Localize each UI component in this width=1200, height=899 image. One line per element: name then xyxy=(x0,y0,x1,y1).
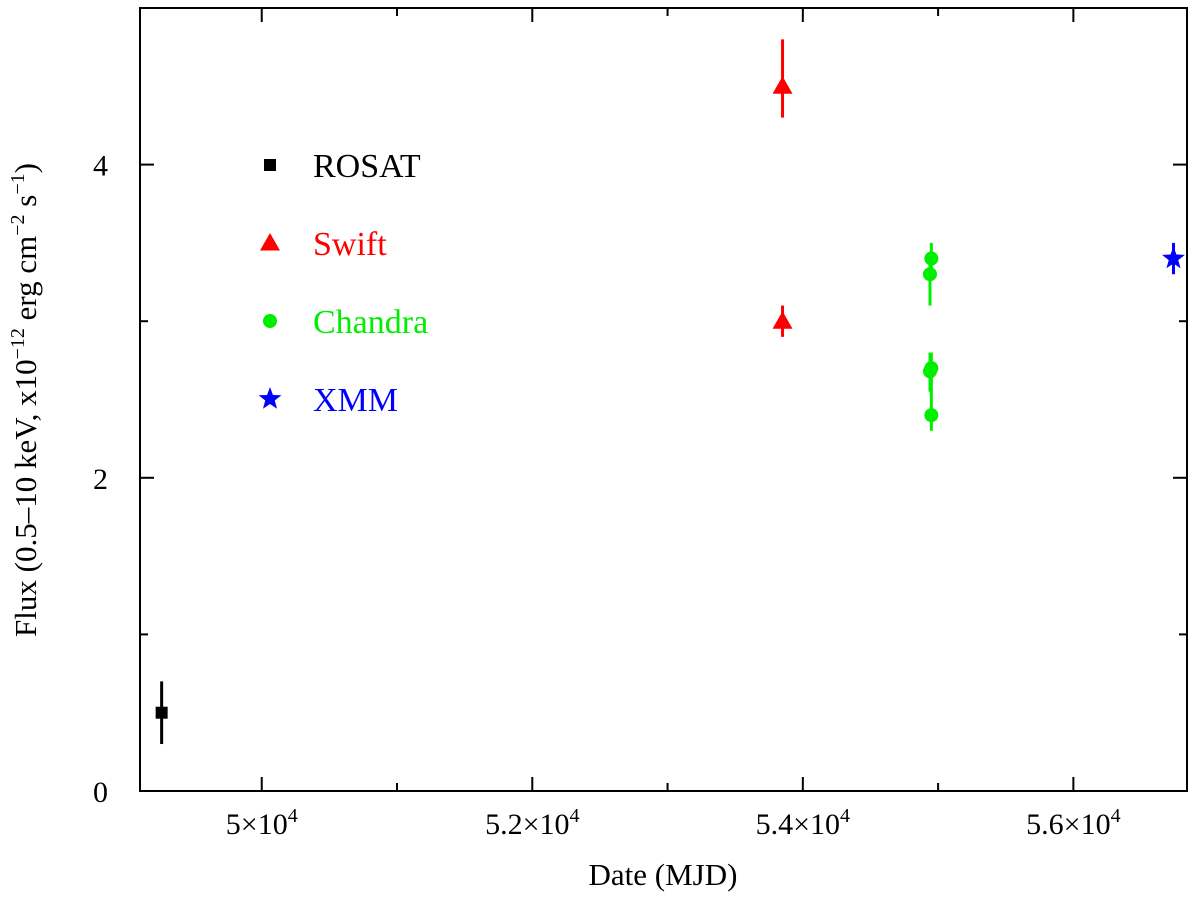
legend-chandra-marker xyxy=(263,314,277,328)
x-tick-label-exponent: 4 xyxy=(1111,805,1121,827)
axis-ticks xyxy=(140,8,1187,792)
x-tick-label: 5.6×104 xyxy=(1026,805,1120,841)
legend-chandra-label: Chandra xyxy=(313,304,428,341)
x-tick-label-mantissa: 5.2×10 xyxy=(485,808,569,841)
y-axis-label-exp1: −12 xyxy=(7,328,29,359)
chandra-data-point xyxy=(922,267,937,282)
legend-rosat-marker xyxy=(264,159,276,171)
y-axis-label-exp2: −2 xyxy=(7,214,29,235)
y-tick-label: 4 xyxy=(93,150,108,183)
chandra-data-point xyxy=(922,364,937,379)
x-tick-label-mantissa: 5×10 xyxy=(226,808,288,841)
y-axis-label: Flux (0.5–10 keV, x10−12 erg cm−2 s−1) xyxy=(7,163,43,637)
legend: ROSAT Swift Chandra XMM xyxy=(258,148,428,419)
legend-swift-label: Swift xyxy=(313,226,387,263)
y-axis-label-suffix: ) xyxy=(8,163,43,173)
x-tick-label-exponent: 4 xyxy=(569,805,579,827)
x-tick-label: 5.4×104 xyxy=(756,805,850,841)
x-tick-label-mantissa: 5.4×10 xyxy=(756,808,840,841)
swift-data-point xyxy=(772,311,793,329)
y-axis-label-exp3: −1 xyxy=(7,173,29,194)
rosat-data-point xyxy=(155,706,168,719)
x-axis-label: Date (MJD) xyxy=(589,857,738,892)
x-tick-label-exponent: 4 xyxy=(288,805,298,827)
legend-xmm-label: XMM xyxy=(313,382,398,419)
legend-rosat-label: ROSAT xyxy=(313,148,421,185)
y-tick-label: 0 xyxy=(93,776,108,809)
y-axis-label-mid2: s xyxy=(8,195,43,215)
chandra-data-point xyxy=(924,408,939,423)
y-tick-label: 2 xyxy=(93,463,108,496)
swift-data-point xyxy=(772,76,793,94)
x-tick-label: 5.2×104 xyxy=(485,805,579,841)
plot-frame xyxy=(139,7,1188,792)
xmm-data-point xyxy=(1162,246,1185,269)
legend-xmm-marker xyxy=(258,387,282,409)
y-axis-label-prefix: Flux (0.5–10 keV, x10 xyxy=(8,359,43,637)
legend-swift-marker xyxy=(260,233,280,251)
data-points xyxy=(155,39,1185,745)
x-tick-label-exponent: 4 xyxy=(840,805,850,827)
x-tick-label-mantissa: 5.6×10 xyxy=(1026,808,1110,841)
x-tick-label: 5×104 xyxy=(226,805,298,841)
y-axis-label-mid1: erg cm xyxy=(8,236,43,328)
